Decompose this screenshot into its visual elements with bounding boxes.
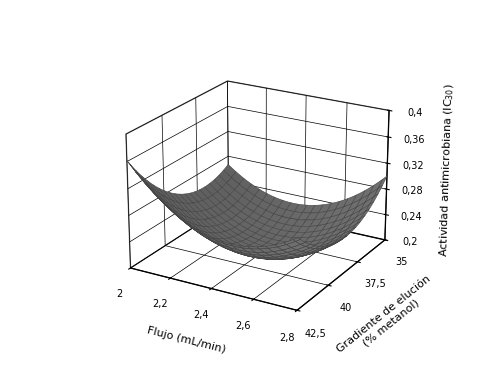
Y-axis label: Gradiente de elución
(% metanol): Gradiente de elución (% metanol)	[335, 274, 440, 364]
X-axis label: Flujo (mL/min): Flujo (mL/min)	[146, 325, 226, 354]
